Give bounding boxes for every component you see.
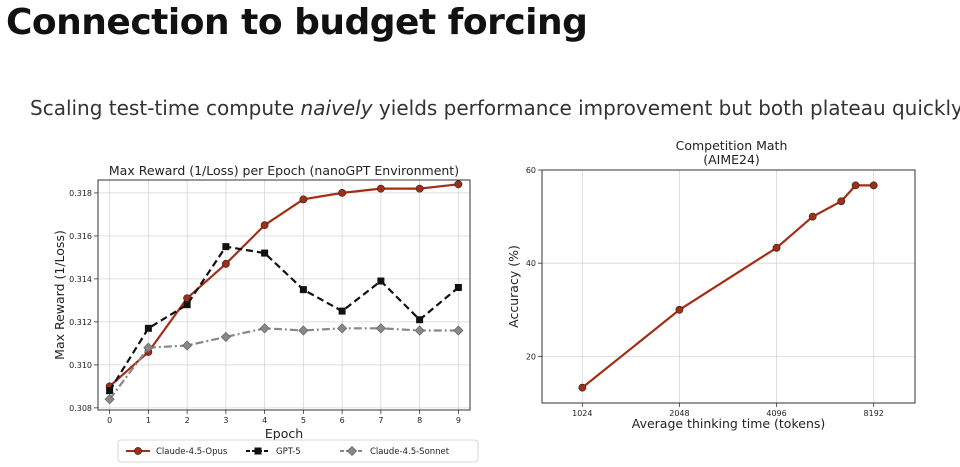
data-point	[375, 323, 386, 334]
x-tick-label: 3	[223, 416, 228, 425]
right-x-axis-label: Average thinking time (tokens)	[632, 416, 826, 431]
left-plot-frame	[97, 179, 471, 411]
left-y-axis-label: Max Reward (1/Loss)	[52, 230, 67, 360]
data-point	[376, 184, 385, 193]
legend-box	[117, 439, 479, 463]
x-tick-label: 6	[340, 416, 345, 425]
x-tick-label: 0	[107, 416, 112, 425]
data-point	[851, 181, 860, 190]
right-chart-subtitle: (AIME24)	[703, 152, 760, 167]
data-point	[414, 325, 425, 336]
x-tick-label: 8192	[864, 409, 884, 418]
left-x-axis-label: Epoch	[265, 426, 303, 441]
data-point	[675, 305, 684, 314]
legend-marker	[346, 445, 358, 457]
legend-label: Claude-4.5-Sonnet	[370, 447, 450, 457]
data-point	[182, 340, 193, 351]
data-point	[338, 188, 347, 197]
data-point	[299, 286, 307, 294]
x-tick-label: 4096	[766, 409, 786, 418]
legend-marker	[254, 447, 262, 455]
series-line-claude-4-5-opus	[108, 183, 459, 388]
data-point	[808, 212, 817, 221]
series-line-claude-4-5-sonnet	[108, 327, 459, 400]
x-tick-label: 5	[301, 416, 306, 425]
y-tick-label: 0.316	[69, 232, 92, 241]
data-point	[259, 323, 270, 334]
y-tick-label: 0.310	[69, 361, 92, 370]
data-point	[337, 323, 348, 334]
right-plot-frame	[541, 169, 916, 404]
y-tick-label: 40	[526, 259, 536, 268]
x-tick-label: 4	[262, 416, 267, 425]
data-point	[298, 325, 309, 336]
y-tick-label: 0.318	[69, 189, 92, 198]
data-point	[869, 181, 878, 190]
y-tick-label: 0.312	[69, 318, 92, 327]
data-point	[260, 221, 269, 230]
data-point	[104, 394, 115, 405]
right-chart-title: Competition Math	[676, 138, 788, 153]
data-point	[578, 383, 587, 392]
data-point	[415, 184, 424, 193]
data-point	[416, 316, 424, 324]
data-point	[106, 387, 114, 395]
data-point	[454, 180, 463, 189]
data-point	[454, 283, 462, 291]
subtitle-text-end: yields performance improvement but both …	[372, 96, 960, 120]
data-point	[144, 324, 152, 332]
subtitle-emphasis: naively	[300, 96, 373, 120]
x-tick-label: 1024	[572, 409, 592, 418]
accuracy-line	[581, 184, 874, 389]
data-point	[222, 243, 230, 251]
data-point	[772, 243, 781, 252]
left-chart-title: Max Reward (1/Loss) per Epoch (nanoGPT E…	[109, 163, 459, 178]
data-point	[299, 195, 308, 204]
data-point	[261, 249, 269, 257]
x-tick-label: 1	[146, 416, 151, 425]
x-tick-label: 9	[456, 416, 461, 425]
data-point	[221, 259, 230, 268]
y-tick-label: 60	[526, 166, 536, 175]
data-point	[377, 277, 385, 285]
data-point	[220, 331, 231, 342]
x-tick-label: 2	[185, 416, 190, 425]
legend-label: GPT-5	[276, 447, 301, 457]
legend-marker	[134, 447, 142, 455]
y-tick-label: 20	[526, 352, 536, 361]
data-point	[143, 342, 154, 353]
data-point	[837, 197, 846, 206]
x-tick-label: 8	[417, 416, 422, 425]
y-tick-label: 0.314	[69, 275, 92, 284]
legend-label: Claude-4.5-Opus	[156, 447, 228, 457]
slide-subtitle: Scaling test-time compute naively yields…	[30, 96, 960, 120]
subtitle-text-start: Scaling test-time compute	[30, 96, 301, 120]
x-tick-label: 7	[378, 416, 383, 425]
series-line-gpt-5	[108, 245, 460, 392]
slide-title: Connection to budget forcing	[6, 2, 588, 43]
y-tick-label: 0.308	[69, 404, 92, 413]
data-point	[338, 307, 346, 315]
right-y-axis-label: Accuracy (%)	[506, 245, 521, 328]
data-point	[183, 301, 191, 309]
x-tick-label: 2048	[669, 409, 689, 418]
data-point	[453, 325, 464, 336]
